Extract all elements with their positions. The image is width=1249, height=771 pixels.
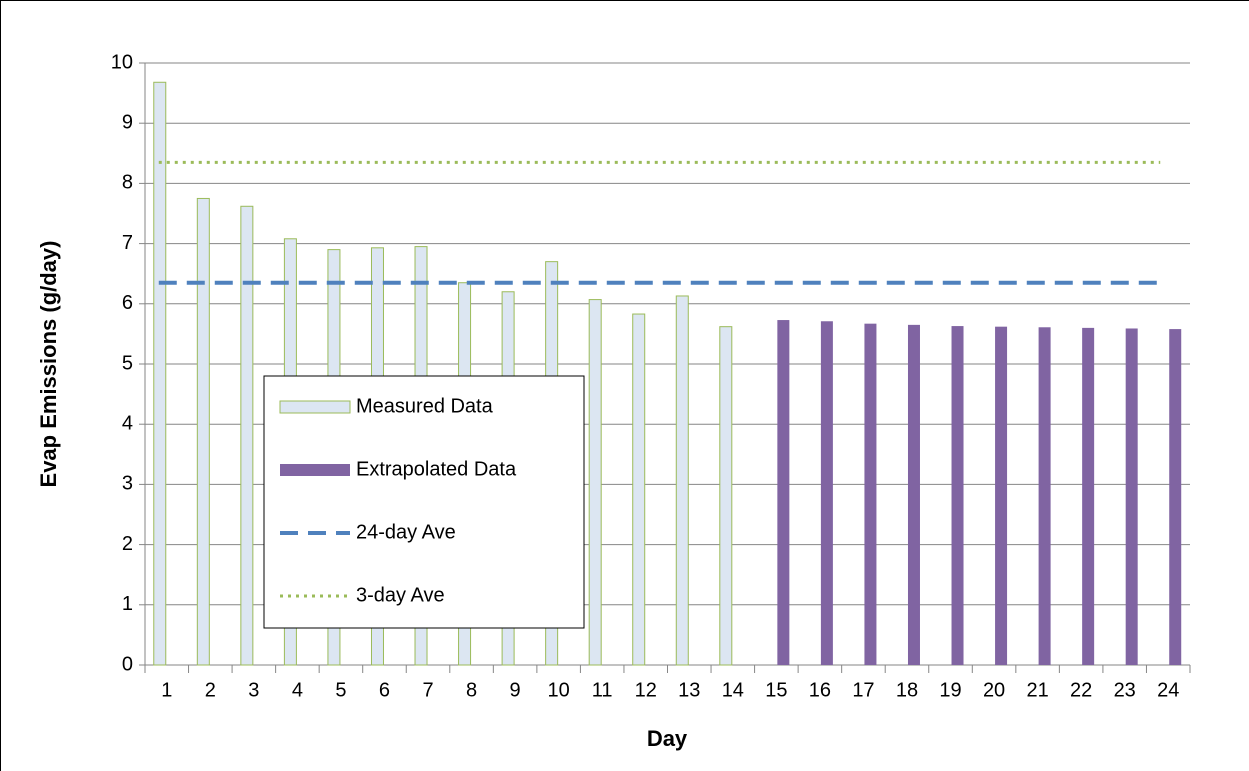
y-tick-label: 4 bbox=[122, 412, 133, 434]
bar bbox=[864, 323, 877, 665]
bar bbox=[632, 313, 646, 666]
y-tick-label: 5 bbox=[122, 352, 133, 374]
x-tick-label: 22 bbox=[1070, 679, 1092, 701]
x-tick-label: 6 bbox=[379, 679, 390, 701]
x-tick-label: 15 bbox=[765, 679, 787, 701]
y-tick-label: 9 bbox=[122, 111, 133, 133]
bar bbox=[1125, 328, 1138, 665]
x-tick-label: 18 bbox=[896, 679, 918, 701]
bar bbox=[1082, 327, 1095, 665]
y-tick-label: 8 bbox=[122, 172, 133, 194]
bar bbox=[588, 299, 602, 666]
x-tick-label: 1 bbox=[161, 679, 172, 701]
bar bbox=[995, 326, 1008, 665]
legend-label: 24-day Ave bbox=[356, 521, 456, 543]
legend-label: Extrapolated Data bbox=[356, 458, 517, 480]
x-tick-label: 19 bbox=[939, 679, 961, 701]
x-tick-label: 4 bbox=[292, 679, 303, 701]
bar bbox=[820, 321, 833, 665]
x-tick-label: 20 bbox=[983, 679, 1005, 701]
x-tick-label: 12 bbox=[635, 679, 657, 701]
x-tick-label: 8 bbox=[466, 679, 477, 701]
y-tick-label: 3 bbox=[122, 473, 133, 495]
x-tick-label: 17 bbox=[852, 679, 874, 701]
bar bbox=[240, 205, 254, 666]
x-tick-label: 2 bbox=[205, 679, 216, 701]
bar bbox=[907, 324, 920, 665]
bar bbox=[777, 320, 790, 665]
bar bbox=[196, 197, 210, 666]
x-tick-label: 24 bbox=[1157, 679, 1179, 701]
legend-label: 3-day Ave bbox=[356, 584, 445, 606]
x-tick-label: 16 bbox=[809, 679, 831, 701]
legend-swatch bbox=[279, 400, 351, 414]
y-tick-label: 0 bbox=[122, 653, 133, 675]
x-tick-label: 9 bbox=[510, 679, 521, 701]
x-tick-label: 23 bbox=[1114, 679, 1136, 701]
bar bbox=[719, 326, 733, 666]
x-axis-title: Day bbox=[647, 726, 688, 751]
bar bbox=[153, 81, 167, 666]
bar bbox=[1038, 327, 1051, 665]
legend-box bbox=[263, 375, 585, 629]
x-tick-label: 21 bbox=[1026, 679, 1048, 701]
x-tick-label: 5 bbox=[335, 679, 346, 701]
x-tick-label: 13 bbox=[678, 679, 700, 701]
y-axis-title: Evap Emissions (g/day) bbox=[36, 241, 61, 488]
x-tick-label: 3 bbox=[248, 679, 259, 701]
bar bbox=[951, 326, 964, 665]
x-tick-label: 11 bbox=[592, 679, 613, 701]
y-tick-label: 2 bbox=[122, 533, 133, 555]
x-tick-label: 14 bbox=[722, 679, 744, 701]
y-tick-label: 7 bbox=[122, 232, 133, 254]
y-tick-label: 6 bbox=[122, 292, 133, 314]
y-tick-label: 10 bbox=[111, 51, 133, 73]
legend-swatch bbox=[280, 464, 350, 476]
x-tick-label: 7 bbox=[422, 679, 433, 701]
bar bbox=[675, 295, 689, 666]
bar bbox=[1169, 329, 1182, 665]
legend-label: Measured Data bbox=[356, 395, 494, 417]
y-tick-label: 1 bbox=[122, 593, 133, 615]
x-tick-label: 10 bbox=[548, 679, 570, 701]
